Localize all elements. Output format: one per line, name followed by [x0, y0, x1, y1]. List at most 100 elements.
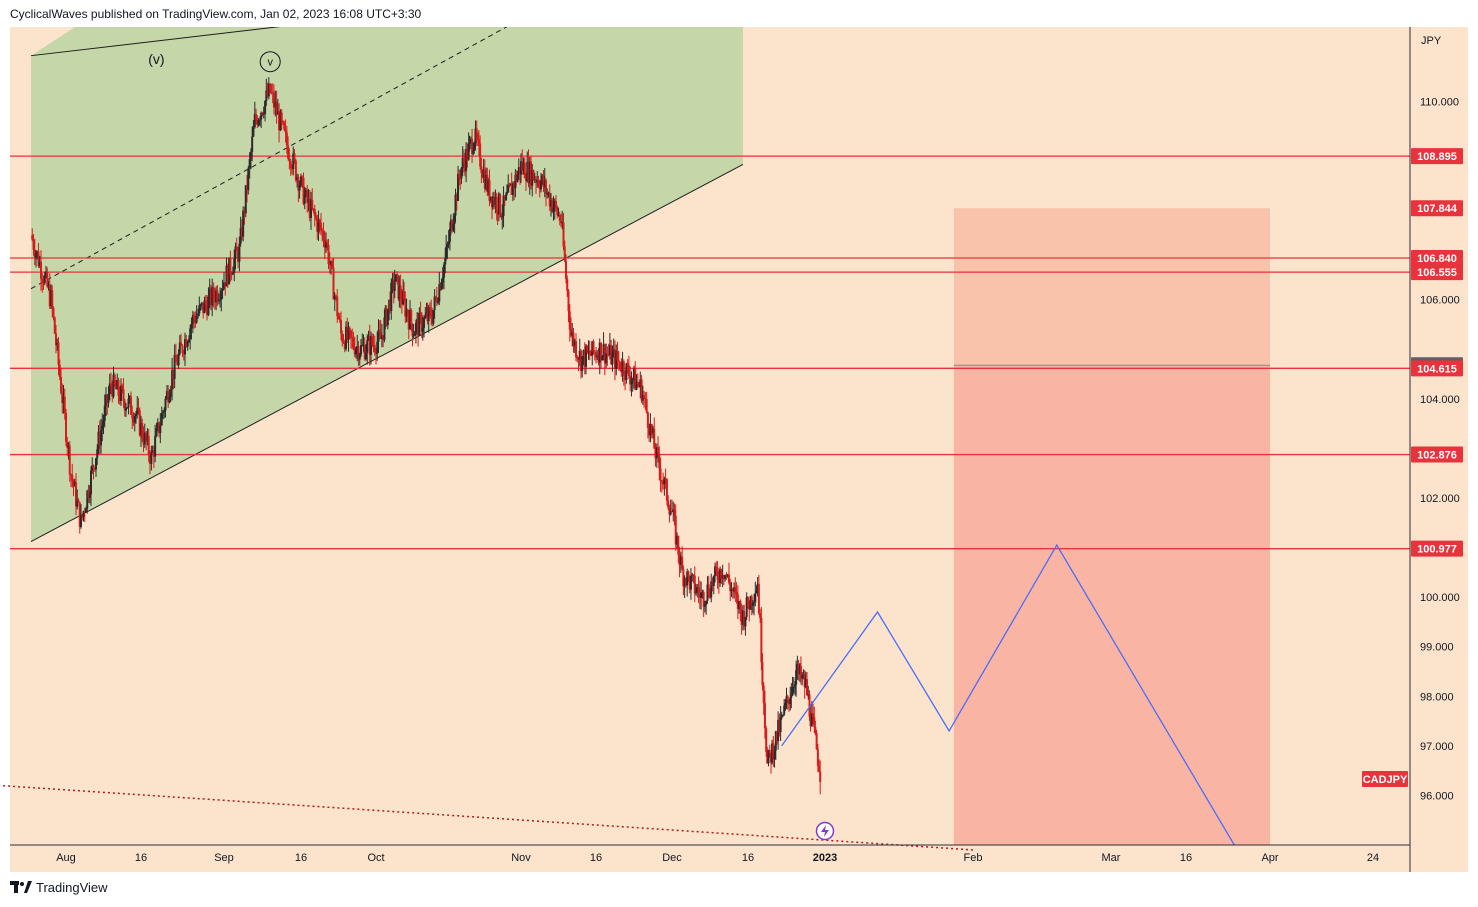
candle-body	[581, 356, 584, 371]
candle-body	[323, 240, 326, 248]
candle-body	[434, 296, 437, 298]
candle-body	[632, 368, 635, 379]
footer-brand[interactable]: TradingView	[10, 880, 108, 895]
candle-body	[228, 257, 231, 285]
candle-body	[108, 383, 111, 395]
candle-body	[812, 713, 815, 718]
candle-body	[172, 369, 175, 379]
lightning-icon-bolt	[821, 825, 829, 837]
candle-body	[249, 151, 252, 160]
candle-body	[270, 91, 273, 93]
candle-body	[634, 368, 637, 390]
candle-body	[620, 368, 623, 373]
candle-body	[676, 536, 679, 545]
candle-body	[513, 183, 516, 189]
y-tick-label: 99.000	[1420, 642, 1454, 654]
candle-body	[738, 601, 741, 609]
candle-body	[505, 194, 508, 201]
candle-series	[31, 77, 822, 795]
channel-median-line	[30, 27, 508, 290]
candle-body	[63, 396, 66, 413]
candle-body	[763, 702, 766, 729]
candle-body	[626, 363, 629, 366]
candle-body	[419, 312, 422, 316]
candle-body	[333, 295, 336, 300]
candle-body	[302, 177, 305, 204]
candle-body	[78, 502, 81, 527]
candle-body	[353, 347, 356, 355]
candle-body	[278, 111, 281, 131]
candle-body	[360, 345, 362, 355]
price-tag: 108.895	[1411, 148, 1463, 165]
candle-body	[753, 602, 756, 604]
candle-body	[256, 119, 259, 125]
candle-body	[482, 169, 485, 178]
price-tag-bg	[1411, 540, 1463, 557]
candle-body	[444, 257, 447, 265]
candle-body	[441, 277, 444, 283]
candle-body	[691, 574, 694, 576]
candle-body	[463, 162, 466, 172]
candle-body	[281, 121, 284, 123]
candle-body	[651, 428, 654, 434]
candle-body	[627, 365, 630, 376]
candle-body	[587, 350, 590, 353]
candle-body	[399, 285, 402, 300]
target-zone-lower	[953, 365, 1270, 845]
candle-body	[493, 196, 496, 206]
candle-body	[376, 341, 379, 354]
lightning-icon[interactable]	[815, 821, 835, 841]
candle-body	[536, 179, 539, 183]
candle-body	[137, 407, 140, 411]
price-tag: 102.876	[1411, 446, 1463, 463]
candle-body	[757, 583, 760, 614]
candle-body	[363, 344, 366, 360]
candle-body	[240, 227, 243, 237]
candle-body	[221, 288, 224, 292]
candle-body	[173, 354, 176, 379]
candle-body	[773, 750, 776, 760]
candle-body	[688, 576, 691, 590]
candle-body	[194, 318, 197, 323]
candle-body	[380, 335, 383, 340]
candle-body	[345, 326, 347, 349]
candle-body	[468, 140, 471, 144]
candle-body	[326, 242, 329, 245]
candle-body	[88, 494, 91, 498]
plot-area[interactable]: (v) v	[10, 0, 1410, 870]
candle-body	[289, 161, 292, 169]
candle-body	[164, 398, 167, 411]
candle-body	[107, 394, 110, 403]
candle-body	[461, 158, 464, 169]
candle-body	[301, 176, 304, 178]
candle-body	[347, 327, 350, 340]
candle-body	[61, 392, 64, 403]
candle-body	[121, 385, 124, 390]
candle-body	[560, 220, 562, 223]
candle-body	[525, 178, 527, 182]
y-tick-label: 106.000	[1420, 295, 1460, 307]
candle-body	[31, 235, 34, 240]
candle-body	[556, 206, 559, 215]
candle-body	[663, 478, 666, 485]
candle-body	[367, 336, 370, 341]
candle-body	[523, 162, 526, 179]
price-tag: 104.615	[1411, 360, 1463, 377]
candle-body	[636, 381, 639, 385]
candle-body	[809, 716, 812, 727]
candle-body	[235, 246, 238, 251]
candle-body	[371, 336, 374, 345]
candle-body	[404, 298, 407, 317]
candle-body	[810, 713, 813, 727]
candle-body	[248, 159, 251, 169]
candle-body	[159, 425, 162, 434]
candle-body	[522, 162, 525, 171]
candle-body	[491, 196, 494, 208]
symbol-badge[interactable]: CADJPY	[1362, 771, 1408, 787]
candle-body	[426, 312, 429, 322]
candle-body	[775, 731, 778, 742]
candle-body	[198, 305, 201, 314]
candle-body	[158, 422, 161, 434]
candle-body	[377, 329, 380, 342]
